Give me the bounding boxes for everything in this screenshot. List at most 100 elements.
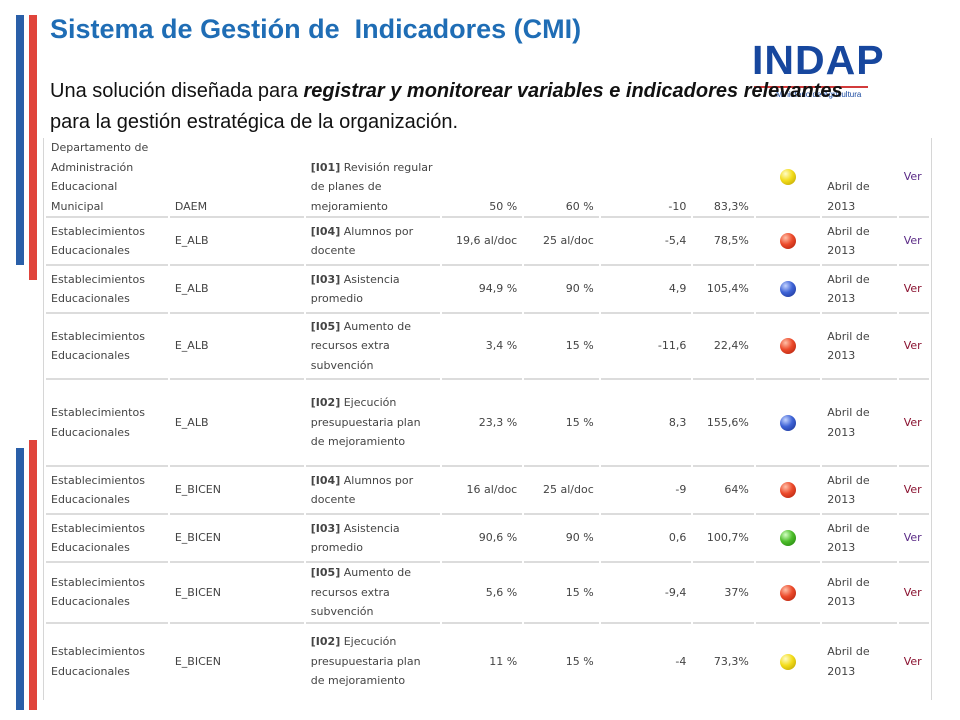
unit-cell: Establecimientos Educacionales: [46, 314, 168, 380]
period-cell: Abril de 2013: [822, 563, 897, 624]
period-cell: Abril de 2013: [822, 138, 897, 218]
indicator-cell: [I02] Ejecución presupuestaria plan de m…: [305, 380, 440, 467]
status-cell: [755, 218, 821, 266]
ver-link[interactable]: Ver: [903, 531, 922, 545]
unit-code-cell: E_BICEN: [169, 515, 304, 563]
action-cell: Ver: [898, 563, 929, 624]
indicator-code: [I03]: [310, 521, 341, 535]
unit-cell: Departamento de Administración Educacion…: [46, 138, 168, 218]
indicator-cell: [I01] Revisión regular de planes de mejo…: [305, 138, 440, 218]
indap-logo: INDAP Ministerio de Agricultura: [752, 37, 884, 102]
indicator-code: [I01]: [310, 160, 341, 174]
unit-cell: Establecimientos Educacionales: [46, 266, 168, 314]
achievement-cell: 105,4%: [693, 266, 754, 314]
logo-divider: [754, 86, 868, 88]
table-row: Establecimientos Educacionales E_BICEN [I0…: [46, 624, 929, 700]
indicator-code: [I05]: [310, 319, 341, 333]
achievement-cell: 73,3%: [693, 624, 754, 700]
indicator-cell: [I04] Alumnos por docente: [305, 218, 440, 266]
unit-cell: Establecimientos Educacionales: [46, 515, 168, 563]
table-row: Departamento de Administración Educacion…: [46, 138, 929, 218]
status-cell: [755, 563, 821, 624]
status-red-light-icon: [780, 338, 796, 355]
indicator-cell: [I05] Aumento de recursos extra subvenci…: [305, 563, 440, 624]
unit-code-cell: E_ALB: [169, 218, 304, 266]
indicator-code: [I04]: [310, 473, 341, 487]
action-cell: Ver: [898, 218, 929, 266]
ver-link[interactable]: Ver: [903, 654, 922, 668]
indicator-name: Revisión regular de planes de mejoramien…: [310, 160, 433, 213]
ver-link[interactable]: Ver: [903, 282, 922, 296]
target-value-cell: 15 %: [524, 624, 599, 700]
achievement-cell: 100,7%: [693, 515, 754, 563]
action-cell: Ver: [898, 314, 929, 380]
difference-cell: 0,6: [600, 515, 692, 563]
unit-code-cell: DAEM: [169, 138, 304, 218]
actual-value-cell: 11 %: [441, 624, 523, 700]
table-row: Establecimientos Educacionales E_BICEN [I0…: [46, 563, 929, 624]
achievement-cell: 64%: [693, 467, 754, 515]
period-cell: Abril de 2013: [822, 515, 897, 563]
ver-link[interactable]: Ver: [903, 234, 922, 248]
status-yellow-light-icon: [780, 653, 796, 670]
ver-link[interactable]: Ver: [903, 339, 922, 353]
indicators-table: Departamento de Administración Educacion…: [44, 138, 931, 700]
target-value-cell: 25 al/doc: [524, 467, 599, 515]
unit-code-cell: E_BICEN: [169, 624, 304, 700]
achievement-cell: 37%: [693, 563, 754, 624]
achievement-cell: 22,4%: [693, 314, 754, 380]
indicator-cell: [I03] Asistencia promedio: [305, 266, 440, 314]
table-row: Establecimientos Educacionales E_ALB [I04]…: [46, 218, 929, 266]
action-cell: Ver: [898, 515, 929, 563]
action-cell: Ver: [898, 266, 929, 314]
ver-link[interactable]: Ver: [903, 415, 922, 429]
unit-code-cell: E_ALB: [169, 380, 304, 467]
period-cell: Abril de 2013: [822, 380, 897, 467]
target-value-cell: 90 %: [524, 266, 599, 314]
left-accent-bar-top-red: [29, 15, 37, 280]
achievement-cell: 155,6%: [693, 380, 754, 467]
status-cell: [755, 138, 821, 218]
unit-code-cell: E_ALB: [169, 314, 304, 380]
intro-text-start: Una solución diseñada para: [50, 80, 304, 102]
indicator-code: [I03]: [310, 272, 341, 286]
unit-cell: Establecimientos Educacionales: [46, 563, 168, 624]
indicator-name: Asistencia promedio: [310, 272, 400, 306]
indicator-name: Aumento de recursos extra subvención: [310, 566, 411, 618]
actual-value-cell: 90,6 %: [441, 515, 523, 563]
indicator-code: [I04]: [310, 224, 341, 238]
table-row: Establecimientos Educacionales E_BICEN [I0…: [46, 515, 929, 563]
status-cell: [755, 624, 821, 700]
period-cell: Abril de 2013: [822, 467, 897, 515]
unit-cell: Establecimientos Educacionales: [46, 218, 168, 266]
difference-cell: -9,4: [600, 563, 692, 624]
difference-cell: 8,3: [600, 380, 692, 467]
ver-link[interactable]: Ver: [903, 170, 922, 184]
ver-link[interactable]: Ver: [903, 585, 922, 599]
indicator-name: Asistencia promedio: [310, 521, 400, 555]
indicator-code: [I02]: [310, 635, 341, 649]
status-red-light-icon: [780, 233, 796, 250]
actual-value-cell: 5,6 %: [441, 563, 523, 624]
action-cell: Ver: [898, 380, 929, 467]
status-green-light-icon: [780, 530, 796, 547]
ver-link[interactable]: Ver: [903, 483, 922, 497]
indicator-name: Ejecución presupuestaria plan de mejoram…: [310, 635, 421, 688]
period-cell: Abril de 2013: [822, 218, 897, 266]
slide-intro: Una solución diseñada para registrar y m…: [50, 76, 850, 138]
unit-cell: Establecimientos Educacionales: [46, 380, 168, 467]
action-cell: Ver: [898, 138, 929, 218]
target-value-cell: 15 %: [524, 314, 599, 380]
table-row: Establecimientos Educacionales E_ALB [I03]…: [46, 266, 929, 314]
indicator-cell: [I03] Asistencia promedio: [305, 515, 440, 563]
status-yellow-light-icon: [780, 169, 796, 186]
target-value-cell: 25 al/doc: [524, 218, 599, 266]
intro-emphasis: registrar y monitorear variables e indic…: [303, 80, 843, 102]
status-blue-light-icon: [780, 414, 796, 431]
period-cell: Abril de 2013: [822, 624, 897, 700]
intro-text-end: para la gestión estratégica de la organi…: [50, 111, 459, 133]
table-row: Establecimientos Educacionales E_ALB [I05]…: [46, 314, 929, 380]
target-value-cell: 15 %: [524, 563, 599, 624]
indicator-name: Aumento de recursos extra subvención: [310, 319, 411, 372]
indicator-code: [I05]: [310, 566, 341, 579]
